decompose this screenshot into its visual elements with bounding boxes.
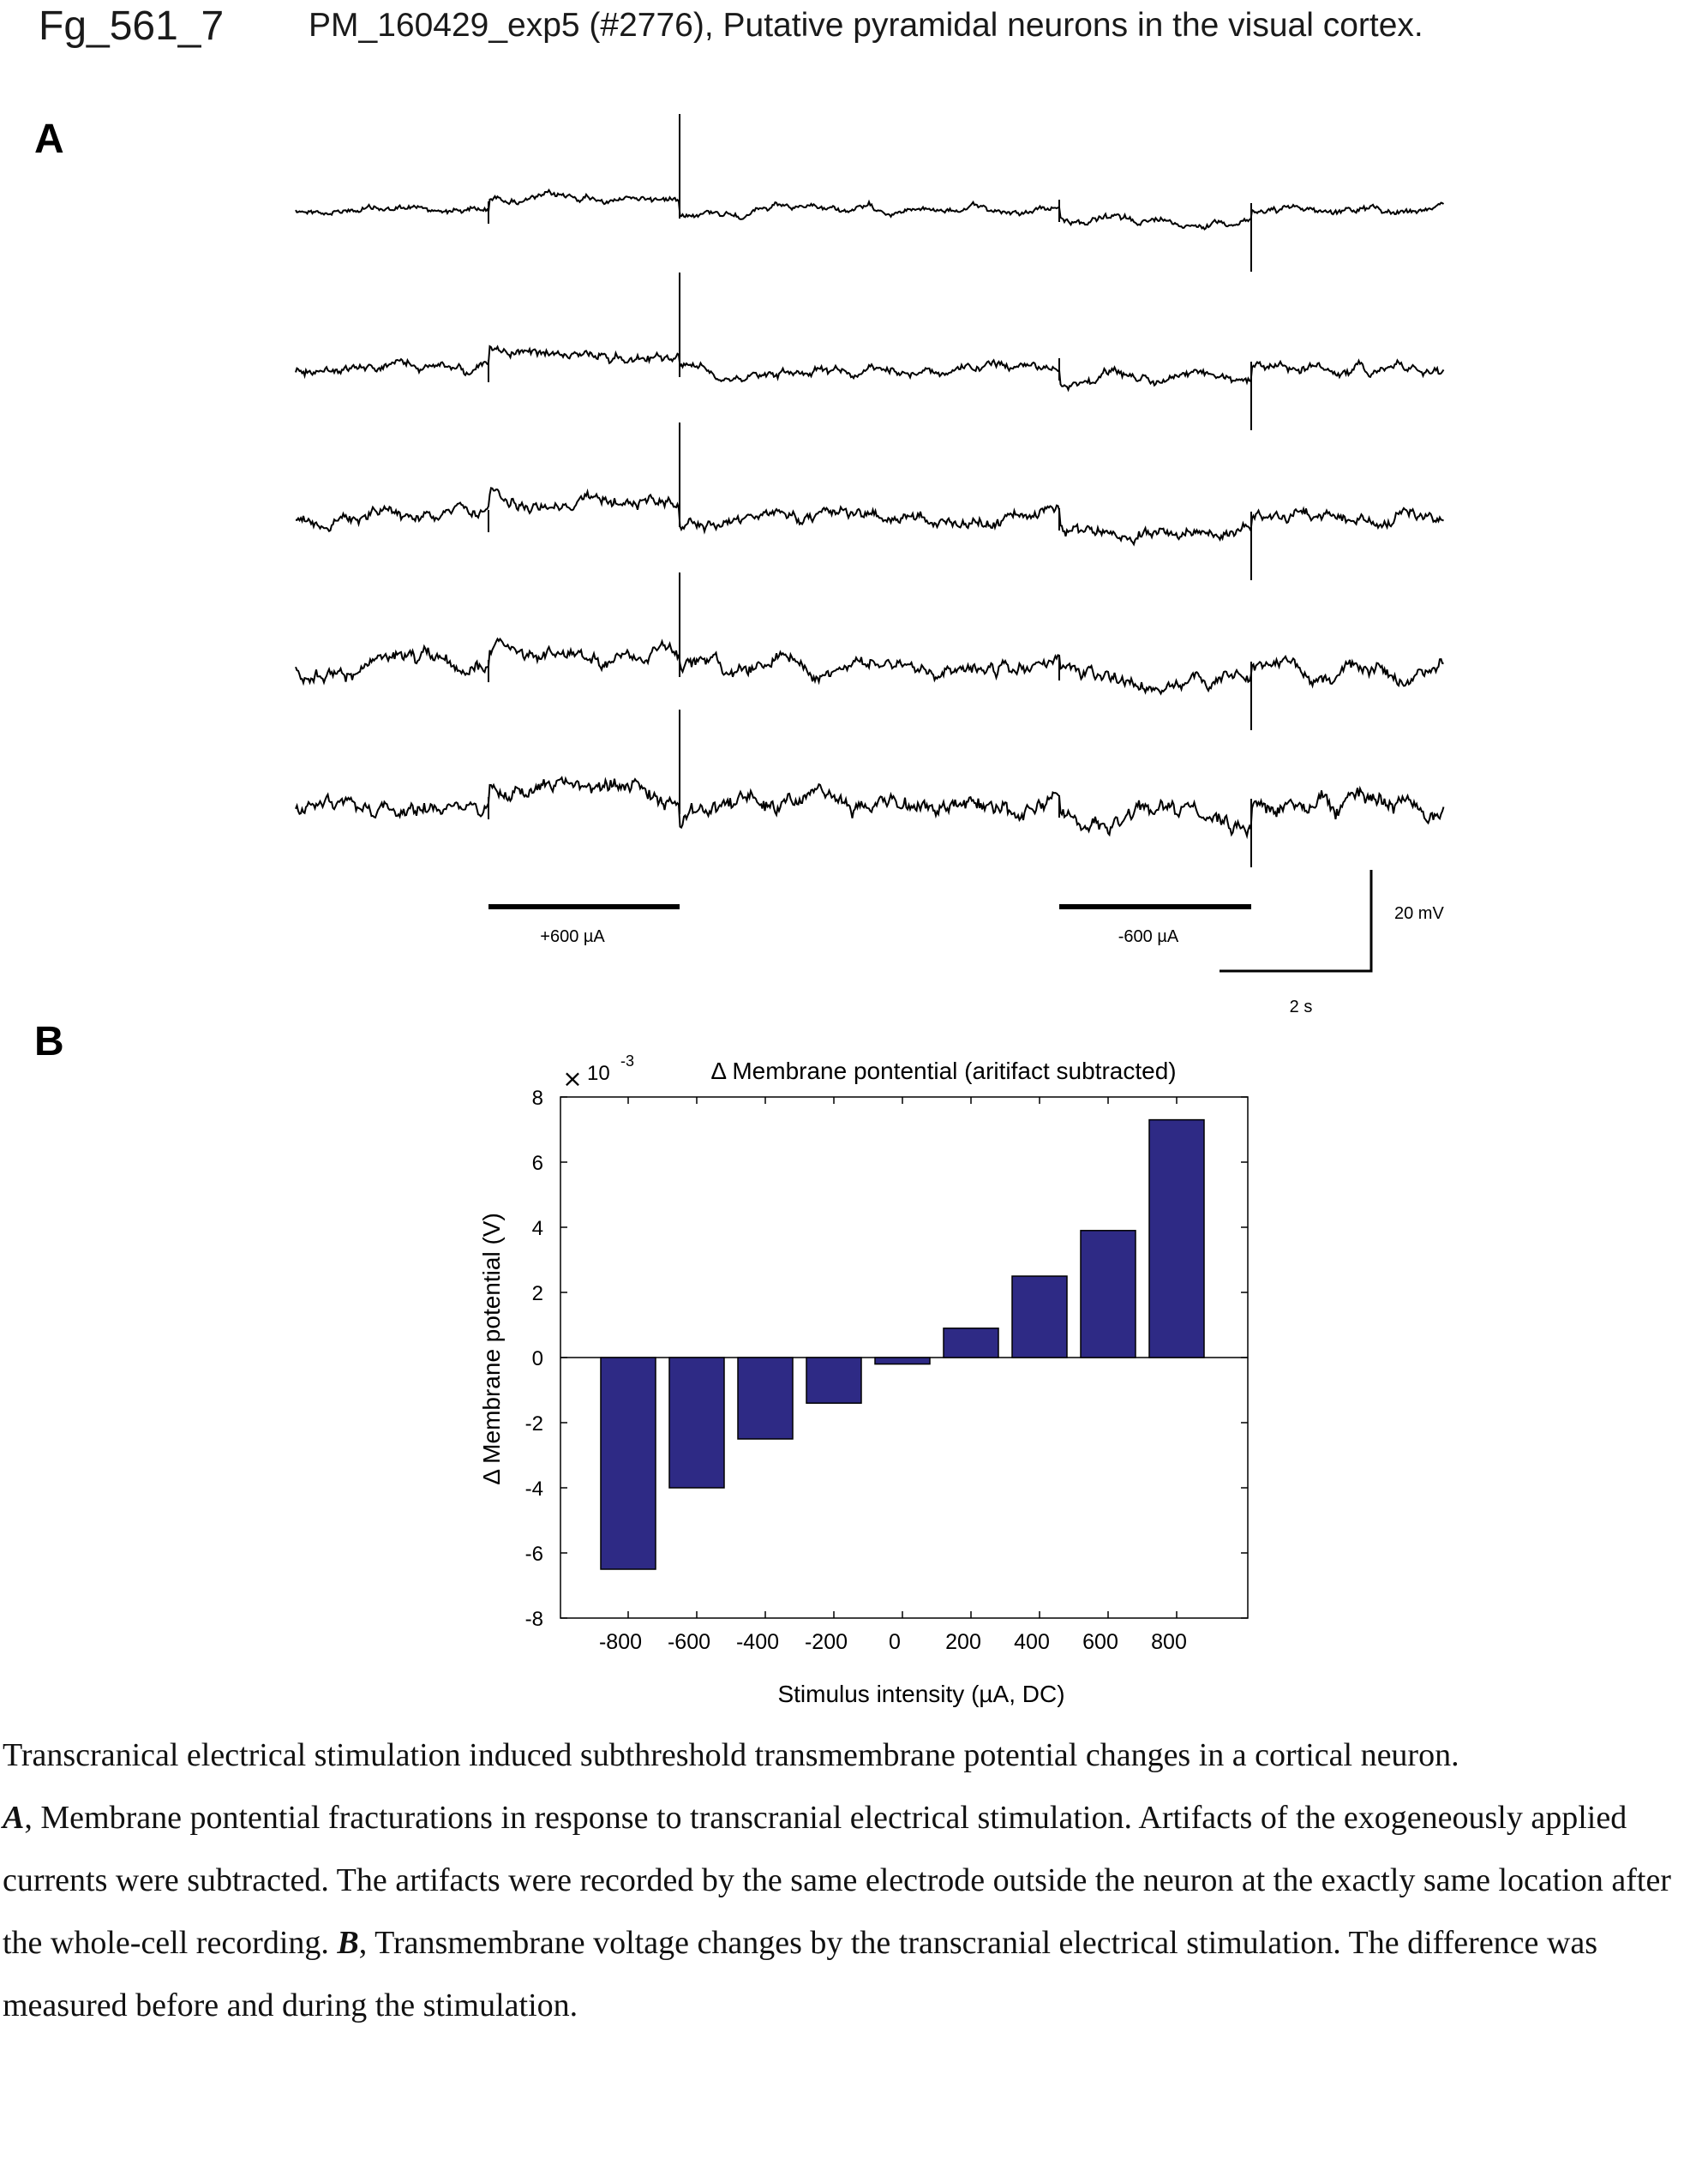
x-tick-label: -800 [599,1630,642,1654]
y-tick-label: -2 [525,1412,543,1436]
y-tick-label: 8 [532,1087,543,1110]
x-tick-label: 200 [945,1630,981,1654]
x-tick-label: -400 [736,1630,779,1654]
x-tick-label: 0 [889,1630,901,1654]
y-tick-label: -8 [525,1608,543,1631]
caption-a-text: , Membrane pontential fracturations in r… [3,1800,1671,1961]
bar-200 [943,1328,999,1358]
bar--800 [600,1357,656,1570]
membrane-trace-3 [295,487,1445,547]
x-tick-label: -600 [668,1630,710,1654]
x-tick-label: -200 [805,1630,848,1654]
figure-id: Fg_561_7 [39,3,225,49]
membrane-trace-2 [295,345,1445,393]
y-tick-label: 0 [532,1347,543,1370]
bar--600 [668,1357,725,1489]
y-axis-label: Δ Membrane potential (V) [478,1213,505,1485]
chart-title: Δ Membrane pontential (aritifact subtrac… [710,1058,1176,1084]
x-tick-label: 600 [1082,1630,1118,1654]
y-tick-label: 6 [532,1152,543,1175]
scale-label-time: 2 s [1290,998,1313,1016]
y-tick-label: -6 [525,1543,543,1566]
caption-b-label: B [337,1925,359,1961]
y-tick-label: 2 [532,1282,543,1305]
exponent-times-sign: × [562,1064,582,1093]
scale-bar [1220,870,1373,973]
x-tick-label: 800 [1151,1630,1187,1654]
bar-600 [1080,1230,1136,1358]
membrane-trace-4 [295,637,1444,696]
exponent-base: 10 [587,1062,610,1085]
caption-line-1: Transcranical electrical stimulation ind… [3,1737,1459,1773]
membrane-traces-panel: +600 µA -600 µA 20 mV 2 s [295,114,1445,1016]
bar--400 [737,1357,794,1440]
bar-800 [1148,1118,1205,1358]
panel-a-label: A [34,117,64,162]
x-tick-label: 400 [1014,1630,1050,1654]
y-tick-label: -4 [525,1478,543,1501]
bar-400 [1011,1275,1068,1358]
bar--200 [806,1357,862,1404]
panel-b-label: B [34,1019,64,1064]
bar-0 [874,1357,931,1365]
figure-title: PM_160429_exp5 (#2776), Putative pyramid… [309,7,1423,44]
membrane-trace-1 [295,188,1445,231]
membrane-trace-5 [295,776,1445,840]
bar-chart: Δ Membrane pontential (aritifact subtrac… [478,1052,1249,1707]
scale-label-voltage: 20 mV [1394,904,1444,923]
stim-label-negative: -600 µA [1118,927,1179,946]
caption-b-text: , Transmembrane voltage changes by the t… [3,1925,1598,2023]
stim-label-positive: +600 µA [540,927,605,946]
figure-header: Fg_561_7 PM_160429_exp5 (#2776), Putativ… [39,0,1667,51]
x-axis-label: Stimulus intensity (µA, DC) [777,1681,1064,1707]
y-tick-label: 4 [532,1217,543,1240]
chart-plot-area: -8 -6 -4 -2 0 2 4 6 8 -800 -600 -400 -200 0 200 400 600 8… [525,1087,1249,1654]
caption-body: A, Membrane pontential fracturations in … [3,1787,1695,2037]
figure-caption: Transcranical electrical stimulation ind… [3,1724,1695,2037]
exponent-power: -3 [620,1052,634,1070]
caption-a-label: A [3,1800,25,1836]
trace-group [295,114,1445,867]
